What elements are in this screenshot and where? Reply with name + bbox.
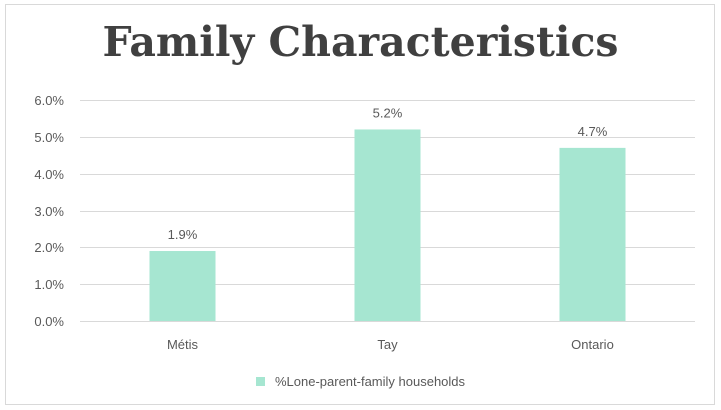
legend-swatch	[255, 377, 265, 386]
bar	[149, 251, 216, 321]
y-tick-label: 2.0%	[34, 240, 64, 255]
x-tick-label: Métis	[167, 337, 199, 352]
data-label: 1.9%	[168, 227, 198, 242]
y-tick-label: 4.0%	[34, 167, 64, 182]
x-axis-ticks: Métis Tay Ontario	[167, 337, 614, 352]
legend: %Lone-parent-family households	[0, 374, 721, 389]
y-tick-label: 3.0%	[34, 204, 64, 219]
data-label: 4.7%	[578, 124, 608, 139]
x-tick-label: Tay	[377, 337, 398, 352]
y-tick-label: 1.0%	[34, 277, 64, 292]
data-label: 5.2%	[373, 105, 403, 120]
y-tick-label: 0.0%	[34, 314, 64, 329]
chart-title: Family Characteristics	[102, 18, 619, 66]
x-tick-label: Ontario	[571, 337, 614, 352]
y-tick-label: 6.0%	[34, 93, 64, 108]
bar	[354, 129, 421, 321]
y-axis-ticks: 0.0% 1.0% 2.0% 3.0% 4.0% 5.0% 6.0%	[34, 93, 64, 329]
data-labels: 1.9% 5.2% 4.7%	[168, 105, 608, 242]
bar	[559, 147, 626, 321]
y-tick-label: 5.0%	[34, 130, 64, 145]
legend-label: %Lone-parent-family households	[274, 374, 466, 389]
bars	[149, 129, 626, 321]
